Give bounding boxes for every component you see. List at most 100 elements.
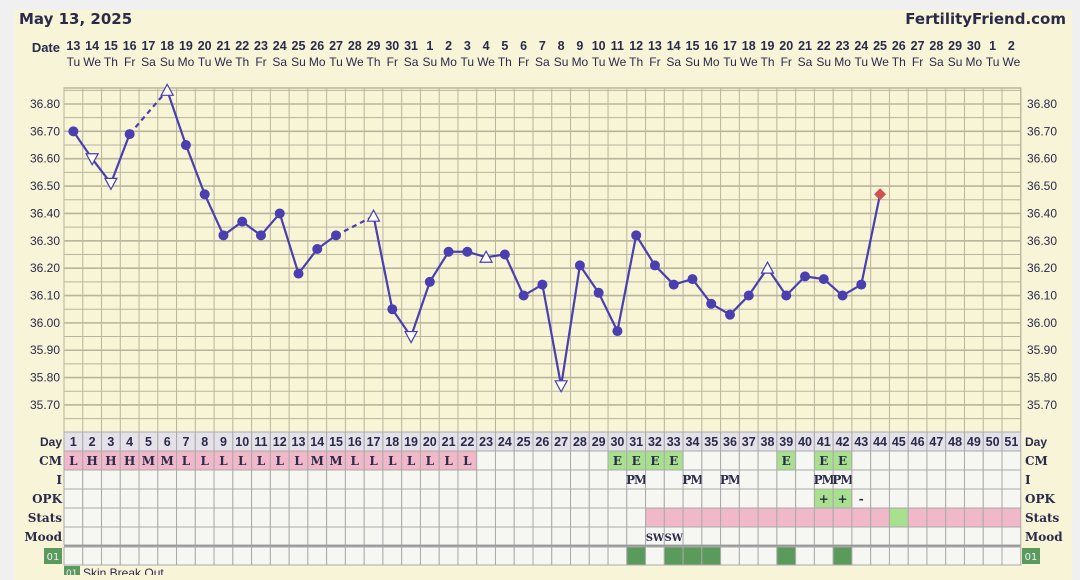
stats-cell[interactable] <box>326 507 346 528</box>
custom-cell[interactable] <box>926 546 947 566</box>
custom-cell[interactable] <box>382 546 403 566</box>
cm-cell[interactable] <box>720 450 740 471</box>
stats-cell[interactable] <box>457 507 478 528</box>
i-cell[interactable] <box>945 469 965 490</box>
stats-cell[interactable] <box>138 507 159 528</box>
opk-cell[interactable] <box>344 488 365 509</box>
mood-cell[interactable] <box>963 526 984 546</box>
mood-cell[interactable] <box>532 526 553 546</box>
custom-cell[interactable] <box>101 546 121 566</box>
opk-cell[interactable] <box>888 488 909 509</box>
i-cell[interactable] <box>795 469 815 490</box>
custom-cell[interactable] <box>832 546 853 566</box>
opk-cell[interactable] <box>663 488 684 509</box>
stats-cell[interactable] <box>194 507 215 528</box>
opk-cell[interactable] <box>82 488 103 509</box>
custom-cell[interactable] <box>269 546 290 566</box>
opk-cell[interactable] <box>1001 488 1022 509</box>
mood-cell[interactable] <box>738 526 759 546</box>
opk-cell[interactable] <box>588 488 609 509</box>
opk-cell[interactable] <box>907 488 928 509</box>
custom-cell[interactable] <box>176 546 196 566</box>
i-cell[interactable] <box>776 469 797 490</box>
mood-cell[interactable] <box>795 526 815 546</box>
stats-cell[interactable] <box>776 507 797 528</box>
stats-cell[interactable] <box>682 507 703 528</box>
i-cell[interactable] <box>176 469 196 490</box>
mood-cell[interactable] <box>757 526 778 546</box>
cm-cell[interactable] <box>532 450 553 471</box>
cm-cell[interactable] <box>757 450 778 471</box>
opk-cell[interactable] <box>307 488 328 509</box>
stats-cell[interactable] <box>63 507 84 528</box>
mood-cell[interactable] <box>232 526 253 546</box>
opk-cell[interactable] <box>682 488 703 509</box>
opk-cell[interactable] <box>738 488 759 509</box>
cm-cell[interactable] <box>888 450 909 471</box>
opk-cell[interactable] <box>457 488 478 509</box>
custom-cell[interactable] <box>401 546 421 566</box>
opk-cell[interactable] <box>926 488 947 509</box>
i-cell[interactable] <box>701 469 722 490</box>
opk-cell[interactable] <box>138 488 159 509</box>
cm-cell[interactable] <box>795 450 815 471</box>
opk-cell[interactable] <box>645 488 665 509</box>
cm-cell[interactable] <box>907 450 928 471</box>
i-cell[interactable] <box>344 469 365 490</box>
i-cell[interactable] <box>963 469 984 490</box>
i-cell[interactable] <box>288 469 309 490</box>
stats-cell[interactable] <box>945 507 965 528</box>
custom-cell[interactable] <box>738 546 759 566</box>
custom-cell[interactable] <box>607 546 628 566</box>
stats-cell[interactable] <box>213 507 234 528</box>
custom-cell[interactable] <box>82 546 103 566</box>
custom-cell[interactable] <box>194 546 215 566</box>
mood-cell[interactable] <box>626 526 647 546</box>
custom-cell[interactable] <box>213 546 234 566</box>
i-cell[interactable] <box>494 469 515 490</box>
i-cell[interactable] <box>363 469 384 490</box>
mood-cell[interactable] <box>588 526 609 546</box>
custom-cell[interactable] <box>757 546 778 566</box>
cm-cell[interactable] <box>494 450 515 471</box>
custom-cell[interactable] <box>945 546 965 566</box>
i-cell[interactable] <box>532 469 553 490</box>
mood-cell[interactable] <box>457 526 478 546</box>
mood-cell[interactable] <box>194 526 215 546</box>
opk-cell[interactable] <box>757 488 778 509</box>
cm-cell[interactable] <box>513 450 534 471</box>
i-cell[interactable] <box>513 469 534 490</box>
cm-cell[interactable] <box>701 450 722 471</box>
stats-cell[interactable] <box>269 507 290 528</box>
custom-cell[interactable] <box>795 546 815 566</box>
custom-cell[interactable] <box>645 546 665 566</box>
stats-cell[interactable] <box>963 507 984 528</box>
i-cell[interactable] <box>607 469 628 490</box>
mood-cell[interactable] <box>119 526 140 546</box>
cm-cell[interactable] <box>870 450 890 471</box>
mood-cell[interactable] <box>720 526 740 546</box>
mood-cell[interactable] <box>607 526 628 546</box>
mood-cell[interactable] <box>307 526 328 546</box>
opk-cell[interactable] <box>570 488 590 509</box>
custom-cell[interactable] <box>813 546 834 566</box>
opk-cell[interactable] <box>607 488 628 509</box>
opk-cell[interactable] <box>438 488 459 509</box>
cm-cell[interactable] <box>851 450 872 471</box>
i-cell[interactable] <box>63 469 84 490</box>
custom-cell[interactable] <box>344 546 365 566</box>
i-cell[interactable] <box>138 469 159 490</box>
custom-cell[interactable] <box>532 546 553 566</box>
cm-cell[interactable] <box>1001 450 1022 471</box>
opk-cell[interactable] <box>269 488 290 509</box>
mood-cell[interactable] <box>926 526 947 546</box>
mood-cell[interactable] <box>438 526 459 546</box>
mood-cell[interactable] <box>419 526 440 546</box>
custom-cell[interactable] <box>119 546 140 566</box>
opk-cell[interactable] <box>776 488 797 509</box>
mood-cell[interactable] <box>813 526 834 546</box>
stats-cell[interactable] <box>251 507 271 528</box>
stats-cell[interactable] <box>101 507 121 528</box>
cm-cell[interactable] <box>588 450 609 471</box>
mood-cell[interactable] <box>157 526 178 546</box>
